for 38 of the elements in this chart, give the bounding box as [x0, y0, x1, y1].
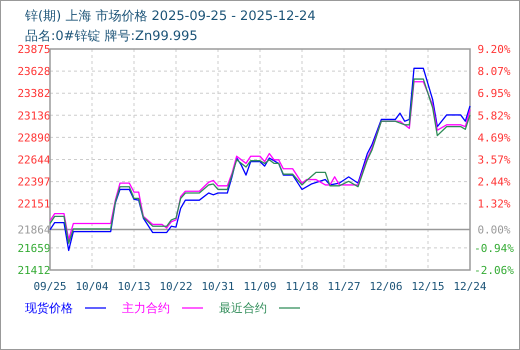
- legend-label: 主力合约: [122, 301, 170, 315]
- legend-label: 现货价格: [25, 301, 73, 315]
- y2-tick-label: 2.44%: [477, 176, 511, 189]
- x-tick-label: 11/18: [285, 280, 319, 293]
- y2-tick-label: 9.20%: [477, 43, 511, 56]
- x-tick-label: 10/22: [159, 280, 193, 293]
- y-tick-label: 21864: [17, 223, 51, 236]
- x-tick-label: 11/27: [327, 280, 361, 293]
- y-tick-label: 22151: [17, 198, 51, 211]
- y-tick-label: 23875: [17, 43, 51, 56]
- y2-tick-label: 8.07%: [477, 65, 511, 78]
- y2-tick-label: -0.94%: [474, 242, 514, 256]
- y-tick-label: 21659: [17, 242, 51, 255]
- y2-tick-label: 0.00%: [477, 224, 511, 237]
- legend-label: 最近合约: [219, 301, 267, 315]
- x-tick-label: 12/15: [411, 280, 445, 293]
- y-tick-label: 23382: [17, 87, 51, 100]
- x-tick-label: 09/25: [33, 280, 67, 293]
- y-tick-label: 21412: [17, 264, 51, 277]
- chart-title: 锌(期) 上海 市场价格 2025-09-25 - 2025-12-24: [24, 9, 316, 24]
- y-tick-label: 22397: [17, 176, 51, 189]
- x-tick-label: 11/09: [243, 280, 277, 293]
- x-tick-label: 12/24: [453, 280, 487, 293]
- y-tick-label: 22890: [17, 131, 51, 144]
- y2-tick-label: -2.06%: [474, 264, 514, 277]
- y2-tick-label: 1.32%: [477, 198, 511, 211]
- y-tick-label: 22644: [17, 153, 51, 166]
- y2-tick-label: 6.95%: [477, 87, 511, 100]
- chart-subtitle: 品名:0#锌锭 牌号:Zn99.995: [25, 29, 198, 44]
- y-tick-label: 23628: [17, 65, 51, 78]
- x-tick-label: 10/04: [75, 280, 109, 293]
- y-tick-label: 23136: [17, 109, 51, 122]
- x-tick-label: 10/31: [201, 280, 235, 293]
- y2-tick-label: 3.57%: [477, 154, 511, 166]
- y2-tick-label: 5.82%: [477, 109, 511, 122]
- y2-tick-label: 4.69%: [477, 132, 511, 145]
- x-tick-label: 12/06: [369, 280, 403, 293]
- x-tick-label: 10/13: [117, 280, 151, 293]
